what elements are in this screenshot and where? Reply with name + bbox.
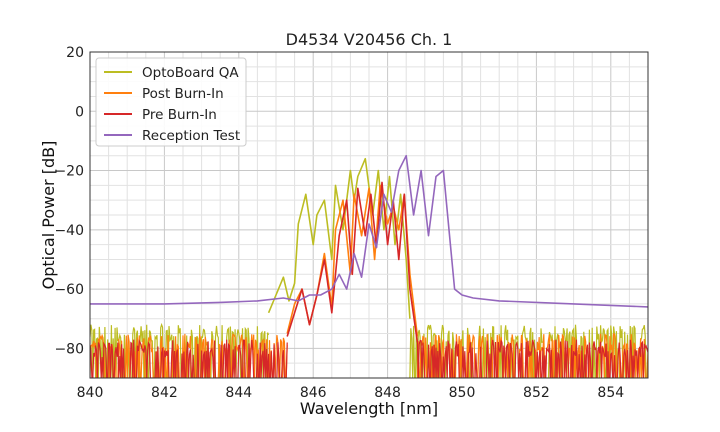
legend-label: OptoBoard QA bbox=[142, 65, 239, 81]
series-noise bbox=[416, 333, 648, 378]
series-line bbox=[267, 157, 411, 319]
x-tick-label: 848 bbox=[374, 385, 401, 401]
legend-label: Reception Test bbox=[142, 128, 240, 144]
y-axis-label: Optical Power [dB] bbox=[39, 141, 58, 290]
series-pre-burn-in bbox=[90, 181, 648, 378]
y-tick-label: 0 bbox=[75, 104, 84, 120]
series-noise bbox=[90, 322, 270, 378]
series-reception-test bbox=[90, 154, 648, 308]
x-tick-label: 844 bbox=[225, 385, 252, 401]
y-tick-label: −60 bbox=[54, 282, 84, 298]
legend-label: Pre Burn-In bbox=[142, 107, 217, 123]
series-noise bbox=[90, 333, 288, 378]
legend: OptoBoard QA Post Burn-In Pre Burn-In Recep… bbox=[95, 57, 247, 147]
x-tick-labels: 840 842 844 846 848 850 852 854 bbox=[77, 385, 625, 401]
series-layer bbox=[90, 154, 648, 378]
x-tick-label: 850 bbox=[449, 385, 476, 401]
x-tick-label: 846 bbox=[300, 385, 327, 401]
chart-title: D4534 V20456 Ch. 1 bbox=[286, 30, 453, 49]
y-tick-label: −20 bbox=[54, 164, 84, 180]
plot-frame bbox=[89, 51, 649, 379]
y-tick-labels: 20 0 −20 −40 −60 −80 bbox=[54, 45, 84, 357]
x-axis-label: Wavelength [nm] bbox=[300, 399, 438, 418]
series-line bbox=[90, 154, 648, 308]
y-tick-label: −80 bbox=[54, 341, 84, 357]
legend-label: Post Burn-In bbox=[142, 86, 224, 102]
y-tick-label: −40 bbox=[54, 223, 84, 239]
series-line bbox=[286, 181, 419, 343]
x-tick-label: 852 bbox=[523, 385, 550, 401]
series-noise bbox=[416, 339, 648, 378]
x-tick-label: 854 bbox=[597, 385, 624, 401]
x-tick-label: 842 bbox=[151, 385, 178, 401]
series-noise bbox=[90, 339, 288, 378]
legend-box bbox=[95, 57, 247, 147]
y-tick-label: 20 bbox=[66, 45, 84, 61]
x-tick-label: 840 bbox=[77, 385, 104, 401]
